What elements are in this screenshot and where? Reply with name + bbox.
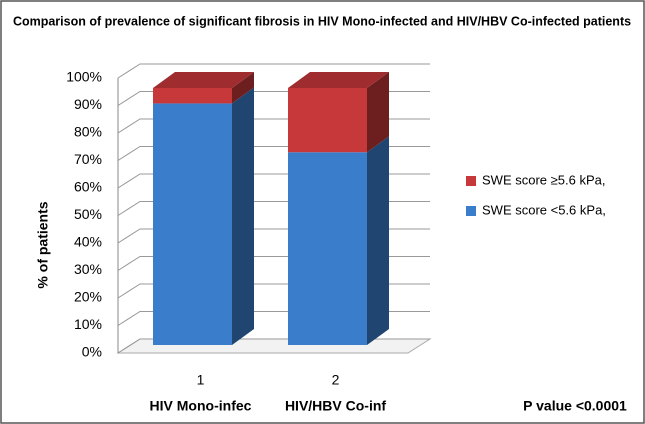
group-label: HIV/HBV Co-inf: [285, 398, 386, 414]
x-tick-label: 2: [332, 372, 340, 388]
y-tick-label: 10%: [74, 316, 102, 332]
y-tick-label: 40%: [74, 234, 102, 250]
y-tick-label: 30%: [74, 261, 102, 277]
y-tick-label: 50%: [74, 206, 102, 222]
y-tick-label: 80%: [74, 124, 102, 140]
bar-side: [367, 72, 389, 153]
bar-side: [367, 136, 389, 345]
bar-side: [232, 72, 254, 104]
bar: [288, 152, 367, 345]
bar-side: [232, 87, 254, 346]
chart-title: Comparison of prevalence of significant …: [13, 14, 631, 28]
y-tick-label: 70%: [74, 151, 102, 167]
y-tick-label: 90%: [74, 96, 102, 112]
bar: [153, 88, 232, 104]
y-tick-label: 60%: [74, 179, 102, 195]
annotation: P value <0.0001: [523, 398, 627, 414]
y-tick-label: 100%: [66, 69, 102, 85]
legend-label: SWE score <5.6 kPa,: [482, 202, 606, 217]
bar-top: [153, 72, 254, 88]
bar: [153, 103, 232, 345]
bar: [288, 88, 367, 153]
legend-swatch: [466, 206, 476, 216]
y-axis-label: % of patients: [35, 201, 51, 288]
x-tick-label: 1: [197, 372, 205, 388]
bar-top: [288, 72, 389, 88]
legend-label: SWE score ≥5.6 kPa,: [482, 172, 605, 187]
y-tick-label: 20%: [74, 289, 102, 305]
group-label: HIV Mono-infec: [150, 398, 252, 414]
y-tick-label: 0%: [82, 344, 102, 360]
legend-swatch: [466, 176, 476, 186]
grid-line: [117, 63, 430, 79]
